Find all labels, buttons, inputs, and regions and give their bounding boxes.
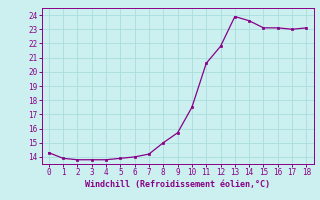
X-axis label: Windchill (Refroidissement éolien,°C): Windchill (Refroidissement éolien,°C)	[85, 180, 270, 189]
